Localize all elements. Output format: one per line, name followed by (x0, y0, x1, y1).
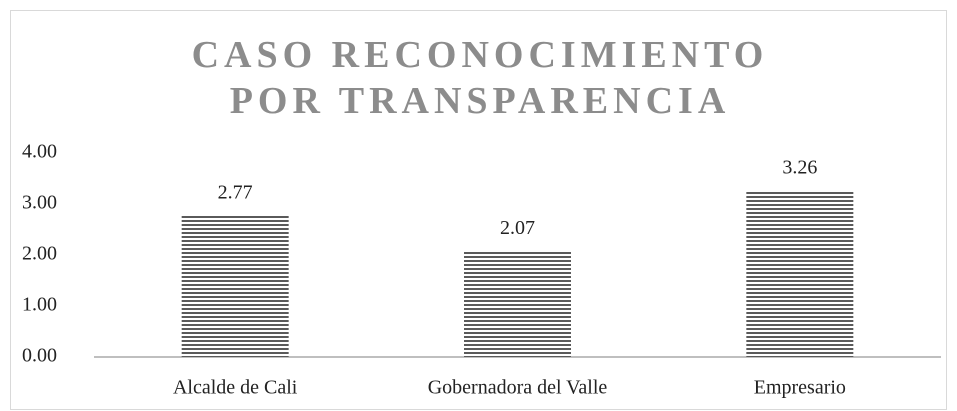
value-label: 2.77 (218, 181, 253, 203)
bar (181, 215, 289, 357)
bar (746, 190, 854, 357)
chart-border (10, 10, 947, 410)
chart-title: CASO RECONOCIMIENTO POR TRANSPARENCIA (191, 34, 769, 122)
y-tick-label: 3.00 (22, 192, 57, 214)
x-tick-label: Alcalde de Cali (173, 377, 298, 399)
y-tick-label: 4.00 (22, 141, 57, 163)
y-tick-label: 2.00 (22, 243, 57, 265)
x-tick-label: Gobernadora del Valle (428, 377, 608, 399)
y-tick-label: 0.00 (22, 345, 57, 367)
bar (464, 251, 571, 357)
value-label: 3.26 (782, 156, 817, 178)
value-label: 2.07 (500, 217, 535, 239)
y-tick-label: 1.00 (22, 294, 57, 316)
x-tick-label: Empresario (754, 377, 846, 399)
